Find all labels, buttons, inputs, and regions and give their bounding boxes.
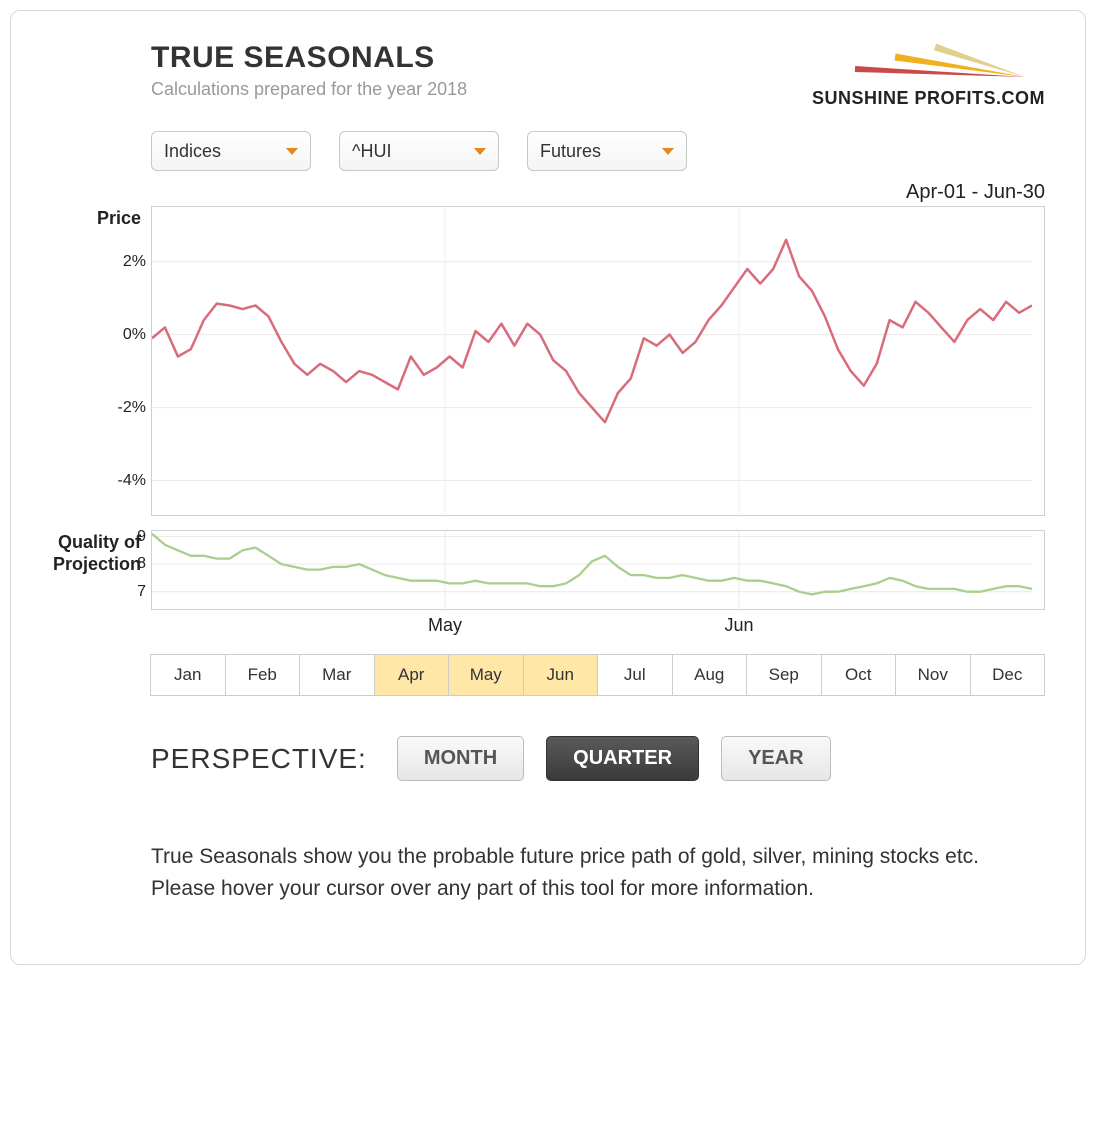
- dropdown-label: Indices: [164, 141, 221, 162]
- month-cell-jun[interactable]: Jun: [523, 654, 599, 696]
- dropdown-label: Futures: [540, 141, 601, 162]
- seasonals-panel: TRUE SEASONALS Calculations prepared for…: [10, 10, 1086, 965]
- header: TRUE SEASONALS Calculations prepared for…: [151, 41, 1045, 109]
- perspective-buttons: MONTH QUARTER YEAR: [397, 736, 831, 781]
- month-cell-aug[interactable]: Aug: [672, 654, 748, 696]
- month-cell-apr[interactable]: Apr: [374, 654, 450, 696]
- title-block: TRUE SEASONALS Calculations prepared for…: [151, 41, 467, 100]
- dropdown-indices[interactable]: Indices: [151, 131, 311, 171]
- y-tick-label: -4%: [118, 472, 146, 490]
- logo-text: SUNSHINE PROFITS.COM: [812, 88, 1045, 109]
- y-tick-label: 2%: [123, 253, 146, 271]
- quality-chart[interactable]: 789MayJun: [151, 530, 1045, 610]
- perspective-month-button[interactable]: MONTH: [397, 736, 524, 781]
- perspective-row: PERSPECTIVE: MONTH QUARTER YEAR: [151, 736, 1045, 781]
- chevron-down-icon: [662, 148, 674, 155]
- y-tick-label: 8: [137, 555, 146, 573]
- month-cell-dec[interactable]: Dec: [970, 654, 1046, 696]
- dropdown-label: ^HUI: [352, 141, 391, 162]
- month-cell-feb[interactable]: Feb: [225, 654, 301, 696]
- y-tick-label: 0%: [123, 326, 146, 344]
- price-chart[interactable]: -4%-2%0%2%: [151, 206, 1045, 516]
- date-range: Apr-01 - Jun-30: [51, 181, 1045, 204]
- perspective-year-button[interactable]: YEAR: [721, 736, 831, 781]
- chevron-down-icon: [286, 148, 298, 155]
- month-cell-jul[interactable]: Jul: [597, 654, 673, 696]
- month-cell-mar[interactable]: Mar: [299, 654, 375, 696]
- quality-chart-svg: [152, 531, 1032, 611]
- month-cell-jan[interactable]: Jan: [150, 654, 226, 696]
- y-tick-label: 7: [137, 583, 146, 601]
- x-tick-label: May: [428, 615, 462, 636]
- logo: SUNSHINE PROFITS.COM: [812, 41, 1045, 109]
- dropdown-futures[interactable]: Futures: [527, 131, 687, 171]
- y-tick-label: -2%: [118, 399, 146, 417]
- page-title: TRUE SEASONALS: [151, 41, 467, 75]
- description-text: True Seasonals show you the probable fut…: [151, 841, 1001, 904]
- x-tick-label: Jun: [724, 615, 753, 636]
- logo-rays-icon: [845, 41, 1045, 81]
- y-tick-label: 9: [137, 528, 146, 546]
- month-selector: JanFebMarAprMayJunJulAugSepOctNovDec: [151, 654, 1045, 696]
- month-cell-nov[interactable]: Nov: [895, 654, 971, 696]
- quality-axis-label: Quality of Projection: [51, 530, 151, 575]
- month-cell-oct[interactable]: Oct: [821, 654, 897, 696]
- chevron-down-icon: [474, 148, 486, 155]
- page-subtitle: Calculations prepared for the year 2018: [151, 79, 467, 100]
- price-chart-svg: [152, 207, 1032, 517]
- perspective-quarter-button[interactable]: QUARTER: [546, 736, 699, 781]
- quality-chart-row: Quality of Projection 789MayJun: [51, 530, 1045, 610]
- month-cell-sep[interactable]: Sep: [746, 654, 822, 696]
- perspective-label: PERSPECTIVE:: [151, 743, 367, 775]
- price-axis-label: Price: [51, 206, 151, 230]
- dropdown-hui[interactable]: ^HUI: [339, 131, 499, 171]
- price-chart-row: Price -4%-2%0%2%: [51, 206, 1045, 516]
- month-cell-may[interactable]: May: [448, 654, 524, 696]
- filter-dropdowns: Indices ^HUI Futures: [151, 131, 1045, 171]
